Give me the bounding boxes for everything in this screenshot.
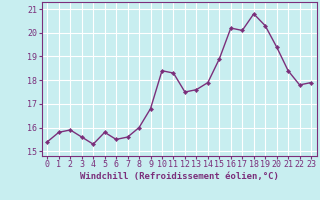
X-axis label: Windchill (Refroidissement éolien,°C): Windchill (Refroidissement éolien,°C) [80, 172, 279, 181]
